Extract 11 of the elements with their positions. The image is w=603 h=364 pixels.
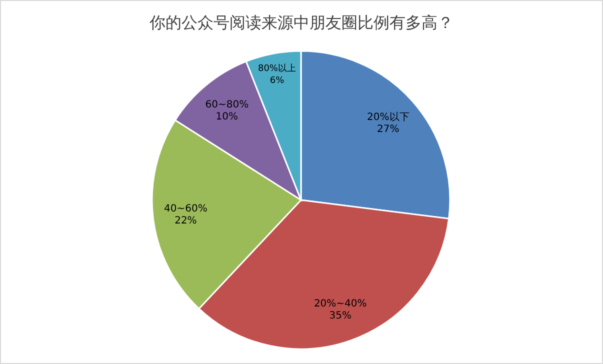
data-label: 35% xyxy=(329,310,352,322)
chart-title: 你的公众号阅读来源中朋友圈比例有多高？ xyxy=(148,13,454,32)
data-label: 22% xyxy=(174,216,197,227)
data-label: 6% xyxy=(270,76,285,86)
data-label: 10% xyxy=(216,111,238,122)
slice-label: 60~80% xyxy=(205,99,249,110)
slice-label: 20%以下 xyxy=(367,111,410,124)
slice-label: 20%~40% xyxy=(314,298,367,310)
slice-label: 80%以上 xyxy=(258,63,296,74)
slice-label: 40~60% xyxy=(164,204,208,215)
data-label: 27% xyxy=(377,124,400,136)
